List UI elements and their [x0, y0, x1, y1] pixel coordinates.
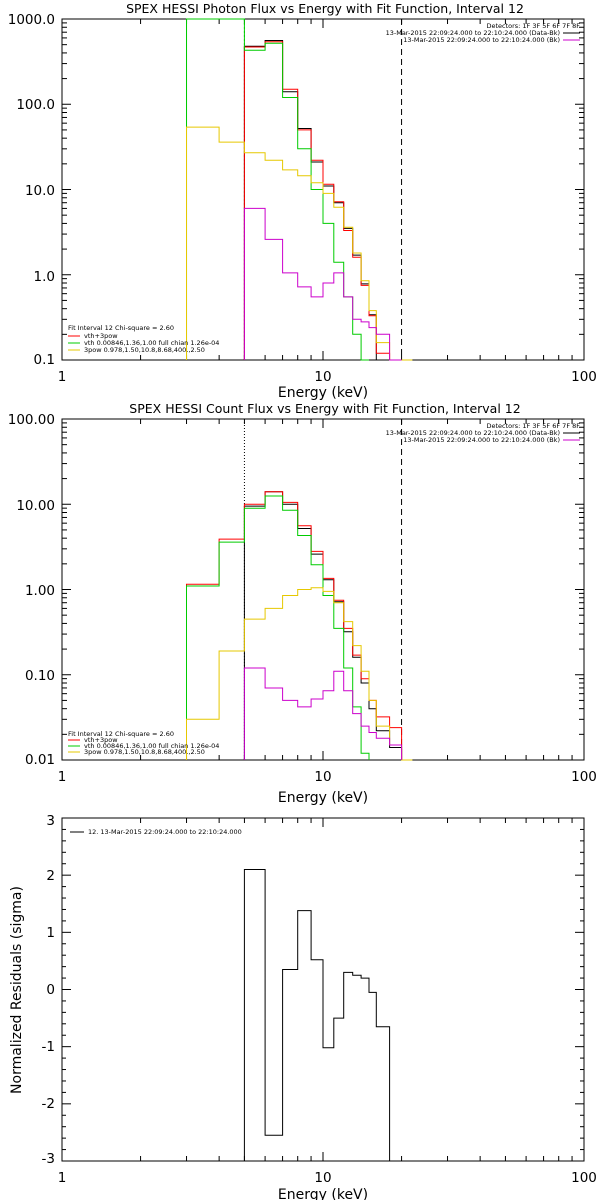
panel-2-legend-bk: 13-Mar-2015 22:09:24.000 to 22:10:24.000… — [403, 436, 560, 444]
panel-1-legend-yellow: 3pow 0.978,1.50,10.8,8.68,400.,2.50 — [84, 346, 205, 354]
panel-2-axes — [61, 418, 584, 761]
panel-3-xlabel: Energy (keV) — [278, 1187, 368, 1200]
series-0-histogram — [243, 491, 403, 760]
panel-3-ytick-3: 3 — [46, 813, 55, 829]
panel-residuals: 3 2 1 0 -1 -2 -3 1 10 100 Energy (keV) N… — [9, 813, 597, 1200]
panel-1-xlabel: Energy (keV) — [278, 385, 368, 401]
panel-3-ytick-m3: -3 — [42, 1151, 55, 1167]
panel-1-detectors: Detectors: 1F 3F 5F 6F 7F 8F — [486, 22, 580, 30]
panel-photon-flux: SPEX HESSI Photon Flux vs Energy with Fi… — [8, 1, 597, 401]
panel-2-legend-data-bk: 13-Mar-2015 22:09:24.000 to 22:10:24.000… — [386, 429, 560, 437]
series-2-histogram — [186, 18, 369, 361]
panel-2-legend-red: vth+3pow — [84, 736, 118, 744]
panel-3-xtick-1: 1 — [58, 1170, 67, 1186]
panel-1-xtick-10: 10 — [314, 369, 331, 385]
panel-3-legend: 12. 13-Mar-2015 22:09:24.000 to 22:10:24… — [88, 828, 242, 836]
panel-2-xtick-100: 100 — [571, 769, 597, 785]
series-4-histogram — [243, 207, 402, 361]
panel-1-ytick-1000: 1000.0 — [8, 12, 55, 28]
panel-2-xtick-10: 10 — [314, 769, 331, 785]
panel-2-legend-green: vth 0.00846,1.36,1.00 full chian 1.26e-0… — [84, 742, 219, 750]
panel-1-fit-header: Fit Interval 12 Chi-square = 2.60 — [68, 324, 174, 332]
panel-3-ylabel: Normalized Residuals (sigma) — [9, 886, 25, 1094]
panel-2-ytick-0.1: 0.10 — [25, 668, 55, 684]
panel-2-fit-header: Fit Interval 12 Chi-square = 2.60 — [68, 730, 174, 738]
panel-count-flux: SPEX HESSI Count Flux vs Energy with Fit… — [8, 401, 597, 806]
panel-2-ytick-100: 100.00 — [8, 412, 55, 428]
panel-1-title: SPEX HESSI Photon Flux vs Energy with Fi… — [126, 1, 524, 16]
panel-1-ytick-100: 100.0 — [16, 97, 55, 113]
panel-1-ytick-0.1: 0.1 — [34, 352, 55, 368]
panel-3-series — [243, 869, 402, 1162]
panel-3-ytick-1: 1 — [46, 925, 55, 941]
panel-1-legend-red: vth+3pow — [84, 332, 118, 340]
panel-2-ytick-1: 1.00 — [25, 583, 55, 599]
panel-2-legend-yellow: 3pow 0.978,1.50,10.8,8.68,400.,2.50 — [84, 748, 205, 756]
panel-2-ytick-0.01: 0.01 — [25, 752, 55, 768]
panel-1-legend-data-bk: 13-Mar-2015 22:09:24.000 to 22:10:24.000… — [386, 29, 560, 37]
series-0-histogram — [243, 869, 402, 1162]
panel-1-legend-bk: 13-Mar-2015 22:09:24.000 to 22:10:24.000… — [403, 36, 560, 44]
panel-1-legend-green: vth 0.00846,1.36,1.00 full chian 1.26e-0… — [84, 339, 219, 347]
panel-2-xtick-1: 1 — [58, 769, 67, 785]
panel-3-ytick-m1: -1 — [42, 1039, 55, 1055]
panel-1-ytick-10: 10.0 — [25, 183, 55, 199]
panel-1-xtick-1: 1 — [58, 369, 67, 385]
panel-3-xtick-100: 100 — [571, 1170, 597, 1186]
panel-3-xtick-10: 10 — [314, 1170, 331, 1186]
series-3-histogram — [186, 126, 413, 361]
series-4-histogram — [243, 667, 403, 760]
panel-2-ytick-10: 10.00 — [16, 498, 55, 514]
series-2-histogram — [186, 495, 370, 760]
panel-2-xlabel: Energy (keV) — [278, 790, 368, 806]
panel-1-series — [186, 18, 413, 361]
series-3-histogram — [186, 587, 413, 761]
panel-2-title: SPEX HESSI Count Flux vs Energy with Fit… — [129, 401, 520, 416]
panel-1-xtick-100: 100 — [571, 369, 597, 385]
panel-3-ytick-0: 0 — [46, 982, 55, 998]
panel-1-ytick-1: 1.0 — [34, 269, 55, 285]
panel-3-ytick-m2: -2 — [42, 1096, 55, 1112]
panel-3-ytick-2: 2 — [46, 868, 55, 884]
panel-2-detectors: Detectors: 1F 3F 5F 6F 7F 8F — [486, 422, 580, 430]
panel-2-series — [186, 491, 413, 761]
